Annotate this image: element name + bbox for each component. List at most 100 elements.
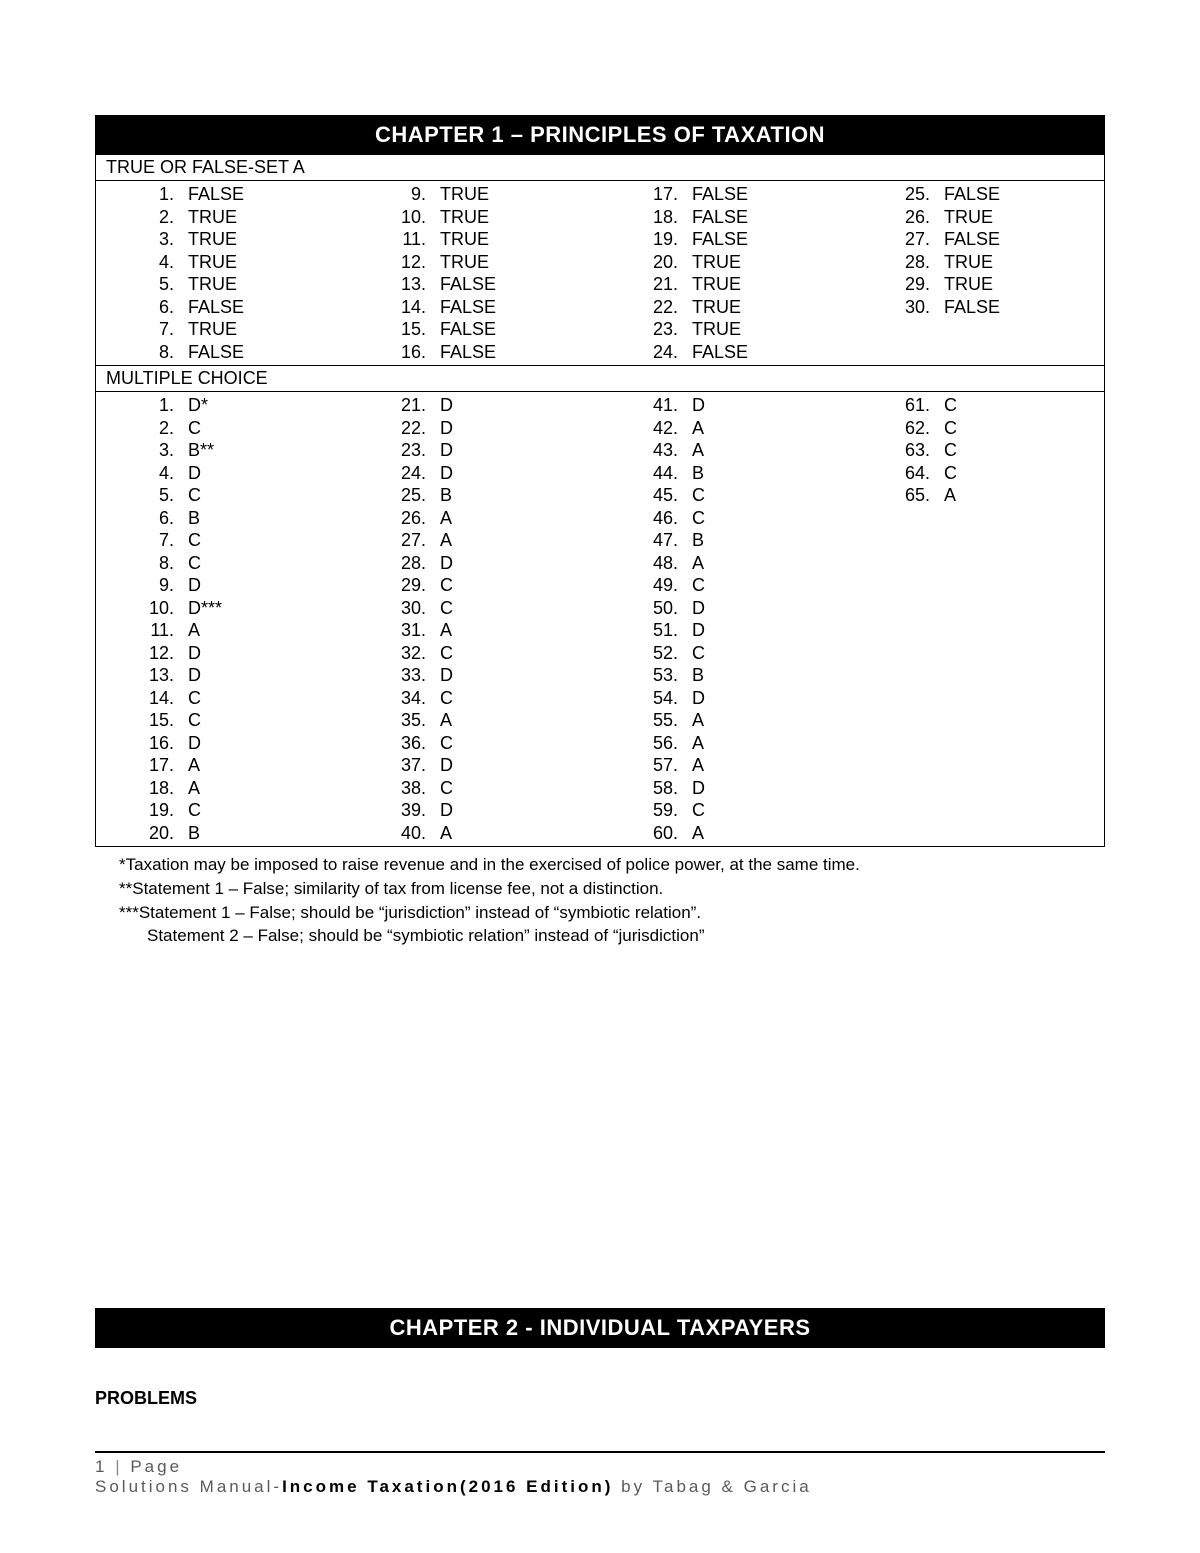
answer-value: C xyxy=(430,574,600,597)
answer-value: A xyxy=(178,754,348,777)
answer-row: 63. C xyxy=(900,439,1104,462)
answer-value: D* xyxy=(178,394,348,417)
answer-value: D xyxy=(430,754,600,777)
answer-number: 61. xyxy=(900,394,934,417)
answer-value: FALSE xyxy=(682,228,852,251)
answer-row: 30. FALSE xyxy=(900,296,1104,319)
answer-value: D xyxy=(178,664,348,687)
answer-value: A xyxy=(682,754,852,777)
answer-value: FALSE xyxy=(430,273,600,296)
answer-value: TRUE xyxy=(430,183,600,206)
answer-value: C xyxy=(934,417,1104,440)
answer-value: FALSE xyxy=(682,183,852,206)
problems-heading: PROBLEMS xyxy=(95,1388,1105,1409)
answer-value: TRUE xyxy=(682,296,852,319)
answer-row: 48. A xyxy=(648,552,852,575)
answer-number: 43. xyxy=(648,439,682,462)
answer-number: 29. xyxy=(900,273,934,296)
answer-row: 17. FALSE xyxy=(648,183,852,206)
answer-row: 1. D* xyxy=(144,394,348,417)
answer-value: C xyxy=(934,439,1104,462)
answer-row: 6. FALSE xyxy=(144,296,348,319)
answer-value: A xyxy=(430,822,600,845)
answer-number: 14. xyxy=(144,687,178,710)
answer-row: 39. D xyxy=(396,799,600,822)
answer-row: 65. A xyxy=(900,484,1104,507)
answer-row: 27. A xyxy=(396,529,600,552)
answer-number: 30. xyxy=(396,597,430,620)
tf-grid: 1. FALSE2. TRUE3. TRUE4. TRUE5. TRUE6. F… xyxy=(96,181,1104,365)
answer-number: 10. xyxy=(144,597,178,620)
answer-number: 18. xyxy=(648,206,682,229)
answer-value: TRUE xyxy=(934,206,1104,229)
answer-number: 6. xyxy=(144,296,178,319)
answer-value: C xyxy=(682,484,852,507)
spacer xyxy=(95,948,1105,1308)
answer-row: 47. B xyxy=(648,529,852,552)
answer-value: B xyxy=(430,484,600,507)
tf-label: TRUE OR FALSE-SET A xyxy=(96,155,1104,181)
answer-number: 28. xyxy=(900,251,934,274)
answer-value: B xyxy=(682,529,852,552)
mc-grid: 1. D*2. C3. B**4. D5. C6. B7. C8. C9. D1… xyxy=(96,392,1104,846)
answer-row: 14. FALSE xyxy=(396,296,600,319)
answer-row: 21. TRUE xyxy=(648,273,852,296)
answer-value: TRUE xyxy=(178,318,348,341)
answer-row: 61. C xyxy=(900,394,1104,417)
answer-row: 46. C xyxy=(648,507,852,530)
answer-row: 10. D*** xyxy=(144,597,348,620)
answer-number: 20. xyxy=(648,251,682,274)
answer-number: 1. xyxy=(144,394,178,417)
answer-value: FALSE xyxy=(934,183,1104,206)
answer-row: 6. B xyxy=(144,507,348,530)
answer-number: 57. xyxy=(648,754,682,777)
answer-row: 5. C xyxy=(144,484,348,507)
answer-number: 9. xyxy=(396,183,430,206)
answer-value: B xyxy=(682,664,852,687)
answer-value: A xyxy=(430,529,600,552)
answer-row: 26. TRUE xyxy=(900,206,1104,229)
answer-number: 34. xyxy=(396,687,430,710)
answer-row: 19. C xyxy=(144,799,348,822)
answer-number: 24. xyxy=(648,341,682,364)
footer-bold: Income Taxation(2016 Edition) xyxy=(282,1477,613,1496)
answer-row: 59. C xyxy=(648,799,852,822)
answer-value: A xyxy=(178,777,348,800)
answer-column: 25. FALSE26. TRUE27. FALSE28. TRUE29. TR… xyxy=(852,183,1104,363)
answer-row: 21. D xyxy=(396,394,600,417)
answer-row: 43. A xyxy=(648,439,852,462)
answer-row: 37. D xyxy=(396,754,600,777)
answer-number: 48. xyxy=(648,552,682,575)
answer-row: 60. A xyxy=(648,822,852,845)
answer-column: 1. D*2. C3. B**4. D5. C6. B7. C8. C9. D1… xyxy=(96,394,348,844)
answer-value: B** xyxy=(178,439,348,462)
answer-number: 54. xyxy=(648,687,682,710)
answer-row: 24. FALSE xyxy=(648,341,852,364)
answer-number: 20. xyxy=(144,822,178,845)
answer-row: 26. A xyxy=(396,507,600,530)
footnote-3: ***Statement 1 – False; should be “juris… xyxy=(119,901,1105,925)
answer-number: 17. xyxy=(648,183,682,206)
answer-row: 17. A xyxy=(144,754,348,777)
footer-rule xyxy=(95,1451,1105,1453)
answer-number: 38. xyxy=(396,777,430,800)
answer-row: 30. C xyxy=(396,597,600,620)
answer-number: 40. xyxy=(396,822,430,845)
answer-number: 42. xyxy=(648,417,682,440)
answer-row: 55. A xyxy=(648,709,852,732)
answer-value: A xyxy=(682,552,852,575)
answer-value: C xyxy=(682,642,852,665)
answer-number: 46. xyxy=(648,507,682,530)
answer-row: 25. B xyxy=(396,484,600,507)
answer-number: 4. xyxy=(144,251,178,274)
answer-value: D*** xyxy=(178,597,348,620)
answer-row: 12. D xyxy=(144,642,348,665)
answer-number: 4. xyxy=(144,462,178,485)
answer-value: A xyxy=(430,619,600,642)
answer-number: 19. xyxy=(648,228,682,251)
answer-number: 37. xyxy=(396,754,430,777)
answer-value: A xyxy=(682,439,852,462)
answer-number: 19. xyxy=(144,799,178,822)
answer-number: 47. xyxy=(648,529,682,552)
answer-value: FALSE xyxy=(934,228,1104,251)
